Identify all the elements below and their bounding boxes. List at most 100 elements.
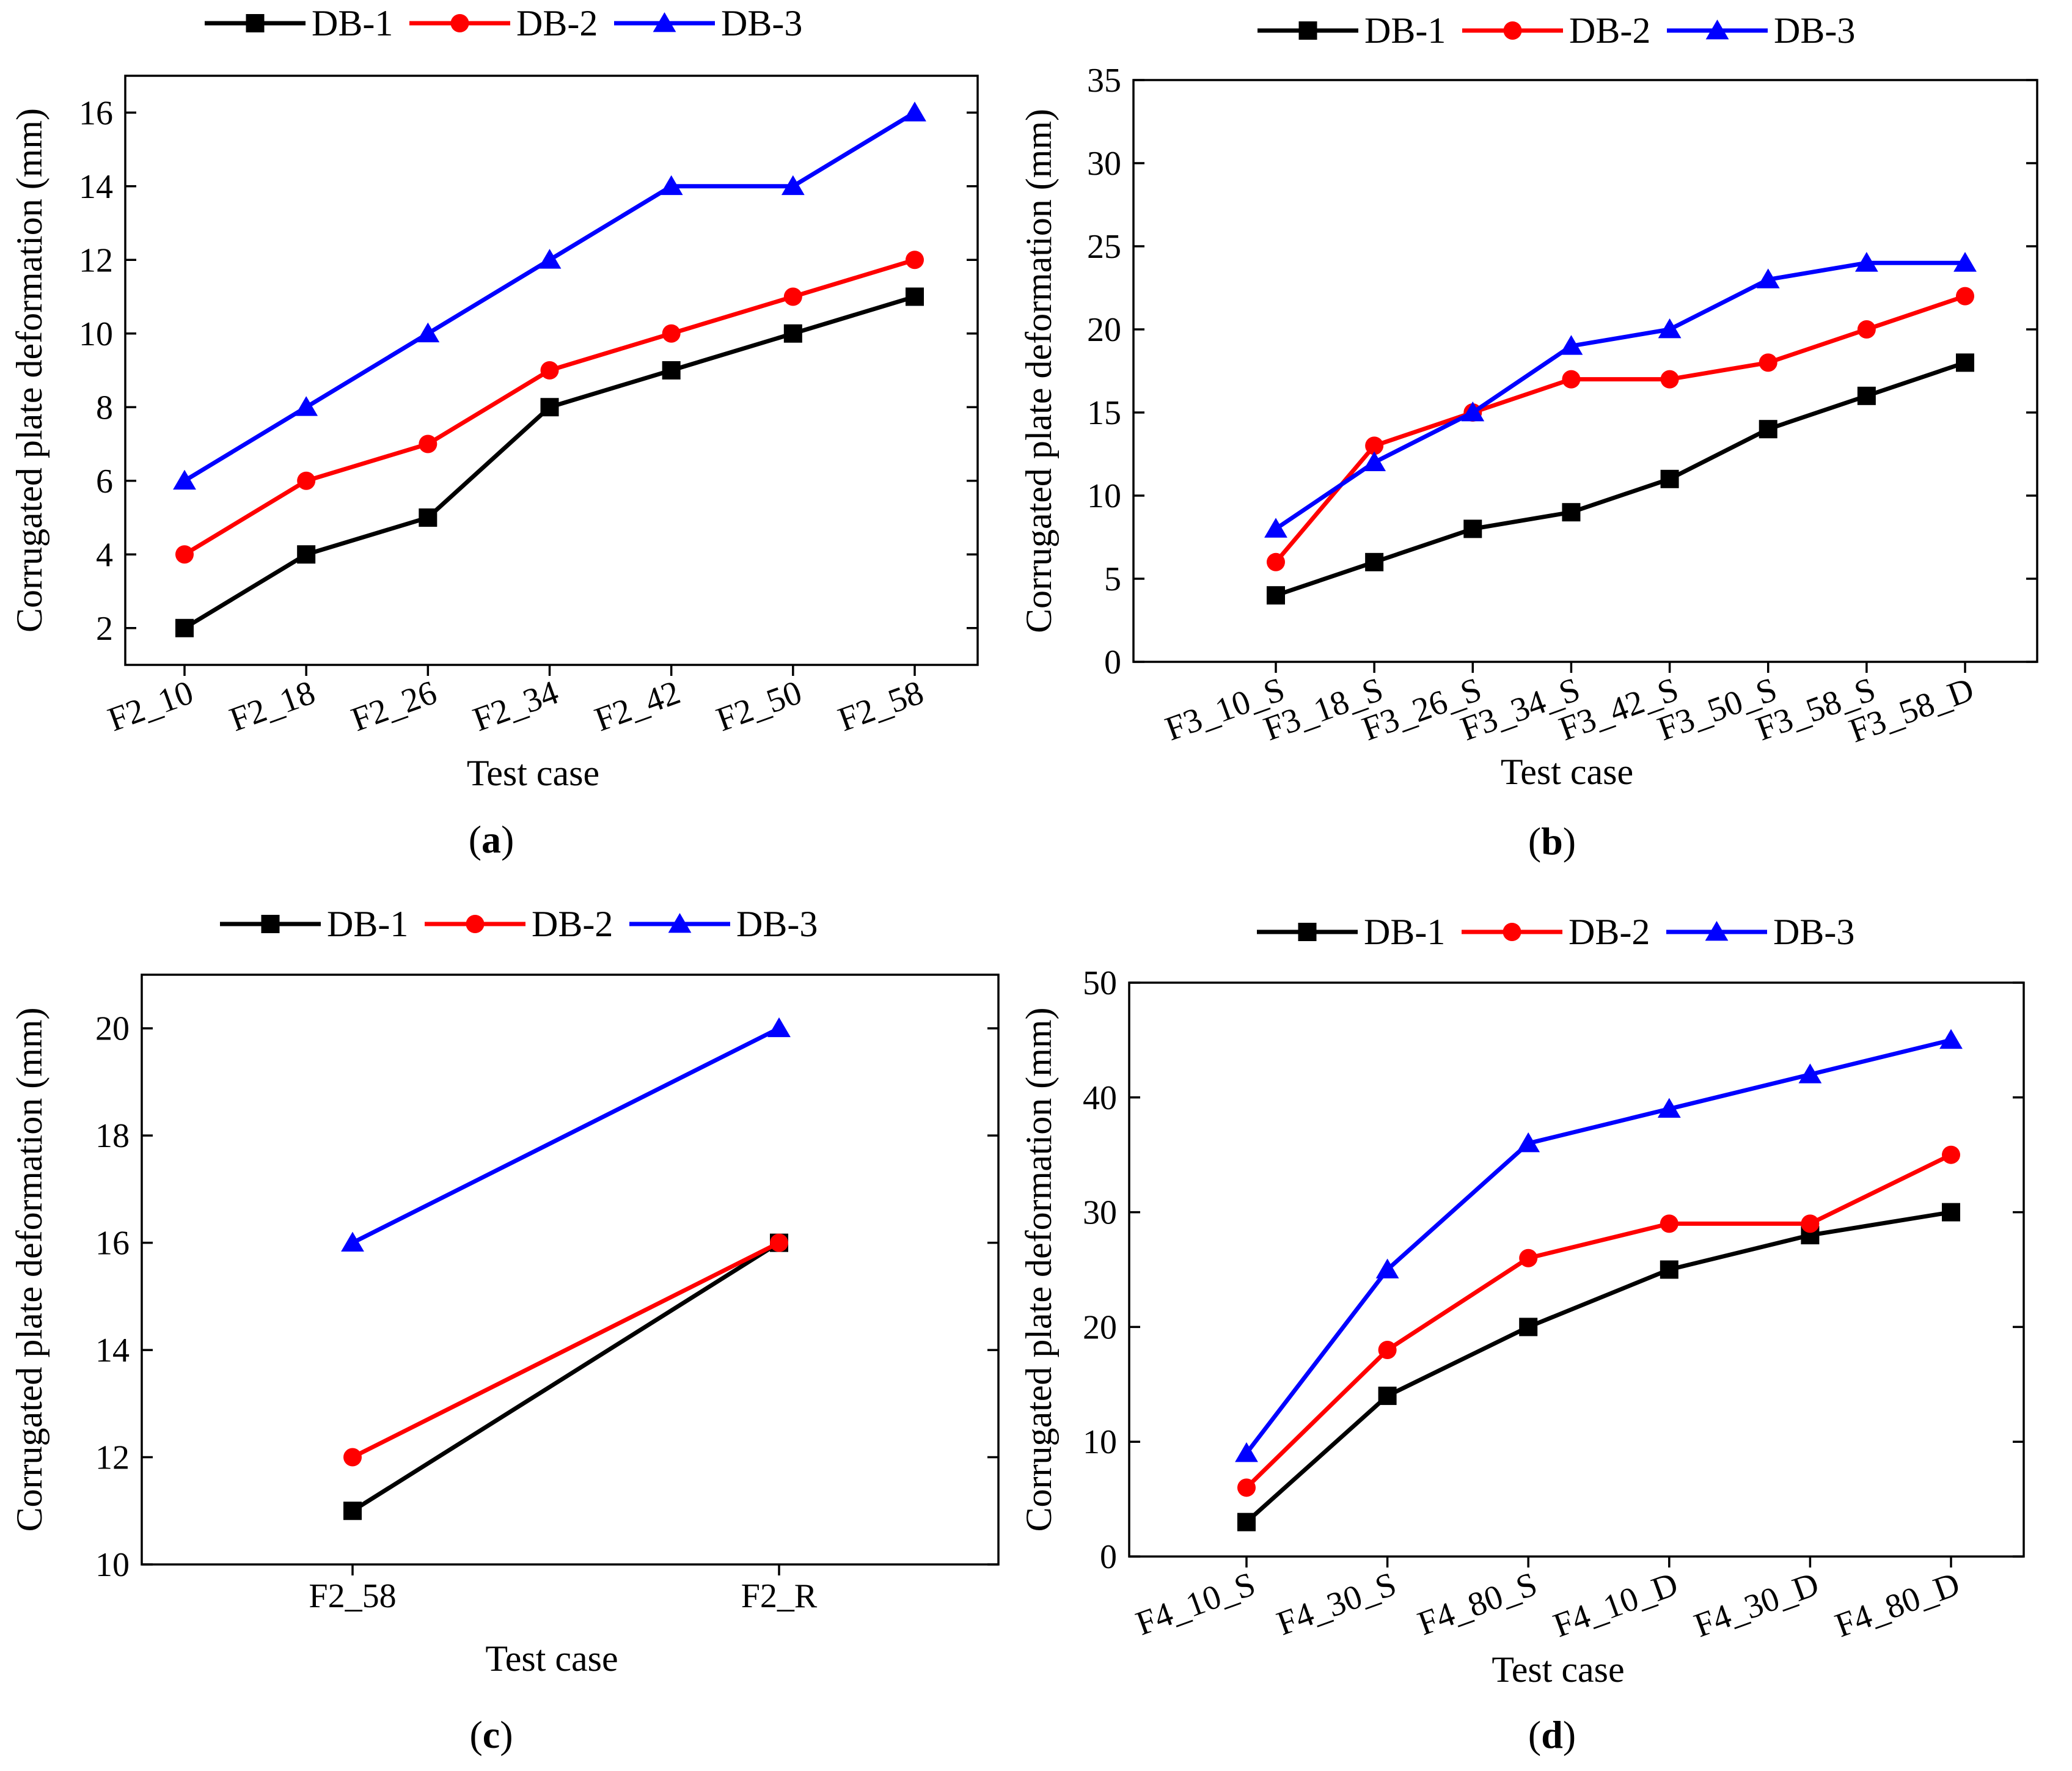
legend-marker <box>1705 921 1729 941</box>
series-db-3 <box>1264 252 1977 538</box>
x-axis-title: Test case <box>1492 1649 1624 1690</box>
data-point <box>1956 287 1974 306</box>
panel-label: (b) <box>1528 820 1576 863</box>
data-point <box>1562 503 1581 522</box>
data-point <box>1378 1387 1397 1406</box>
data-point <box>1658 318 1682 339</box>
data-point <box>783 324 802 343</box>
data-point <box>540 361 559 380</box>
panel-letter: b <box>1541 820 1563 863</box>
data-point <box>1857 320 1876 339</box>
data-point <box>175 545 194 564</box>
legend-marker <box>1298 923 1317 941</box>
x-tick-label: F4_10_S <box>1131 1565 1260 1643</box>
data-point <box>419 508 437 527</box>
legend-marker <box>1503 21 1522 40</box>
series-line <box>1273 294 1968 565</box>
data-point <box>1264 518 1287 538</box>
data-point <box>1956 353 1974 372</box>
legend-marker <box>261 915 280 933</box>
legend-label: DB-1 <box>327 904 408 944</box>
data-point <box>1939 1028 1963 1049</box>
series-db-2 <box>175 251 924 564</box>
chart-c: 10 12 14 16 18 20 F2_58 F2_R DB-1 DB-2 DB-3 Test ca… <box>9 904 1000 1756</box>
data-point <box>1756 268 1780 288</box>
data-point <box>903 101 926 122</box>
data-point <box>1363 451 1386 471</box>
legend-marker <box>466 915 485 933</box>
legend-marker <box>246 14 265 32</box>
x-tick-label: F2_42 <box>590 673 685 739</box>
legend-marker <box>1298 21 1317 40</box>
x-tick-label: F2_18 <box>225 673 320 739</box>
data-point <box>1562 370 1581 389</box>
y-tick-label: 10 <box>1087 477 1121 515</box>
series-line <box>350 1241 782 1460</box>
y-tick-label: 0 <box>1104 644 1121 681</box>
data-point <box>906 287 924 306</box>
data-point <box>767 1017 791 1038</box>
data-point <box>343 1502 362 1520</box>
y-tick-label: 10 <box>95 1546 130 1584</box>
y-tick-label: 5 <box>1104 560 1121 598</box>
y-axis-title: Corrugated plate deformation (mm) <box>9 1007 49 1531</box>
data-point <box>540 398 559 417</box>
y-tick-label: 4 <box>96 536 113 574</box>
data-point <box>1942 1203 1960 1222</box>
series-line <box>1244 1153 1953 1490</box>
legend-marker <box>668 913 692 933</box>
legend-marker <box>1705 20 1729 40</box>
data-point <box>1267 552 1285 571</box>
legend-marker <box>450 14 469 32</box>
data-point <box>1657 1098 1681 1118</box>
y-tick-label: 8 <box>96 389 113 427</box>
legend-label: DB-1 <box>312 3 393 43</box>
data-point <box>173 469 196 490</box>
plot-frame <box>1132 79 2038 663</box>
data-point <box>1854 252 1878 272</box>
data-point <box>538 249 562 269</box>
x-axis-title: Test case <box>485 1638 618 1679</box>
data-point <box>297 471 316 490</box>
x-tick-label: F4_80_D <box>1830 1565 1964 1645</box>
legend: DB-1 DB-2 DB-3 <box>220 904 818 944</box>
y-tick-label: 0 <box>1100 1538 1117 1576</box>
data-point <box>1798 1063 1822 1084</box>
y-tick-label: 30 <box>1083 1194 1117 1232</box>
y-tick-label: 6 <box>96 463 113 501</box>
data-point <box>1267 586 1285 605</box>
series-line <box>1244 1038 1953 1456</box>
data-point <box>341 1231 364 1252</box>
y-tick-label: 12 <box>79 241 113 279</box>
data-point <box>1375 1258 1399 1278</box>
legend-label: DB-3 <box>1774 10 1855 51</box>
data-point <box>1759 353 1777 372</box>
panel-letter: a <box>481 818 501 861</box>
data-point <box>416 322 440 343</box>
x-tick-label: F2_R <box>741 1577 818 1615</box>
panel-letter: d <box>1541 1713 1563 1756</box>
data-point <box>1519 1248 1538 1267</box>
data-point <box>1801 1214 1820 1233</box>
chart-a: 2 4 6 8 10 12 14 16 F2_10 F2_18 F2_26 F2_34 F2_42 F2_… <box>9 3 979 861</box>
x-axis-title: Test case <box>1501 752 1633 792</box>
legend: DB-1 DB-2 DB-3 <box>1257 10 1855 51</box>
series-line <box>182 295 917 631</box>
data-point <box>1942 1145 1960 1164</box>
data-point <box>1660 1214 1678 1233</box>
panel-label: (a) <box>469 818 514 861</box>
data-point <box>1237 1513 1256 1531</box>
y-tick-label: 16 <box>79 94 113 132</box>
x-tick-label: F4_80_S <box>1413 1565 1542 1643</box>
series-db-3 <box>173 101 926 490</box>
series-db-1 <box>1267 353 1974 605</box>
legend-marker <box>653 12 676 32</box>
data-point <box>1660 370 1679 389</box>
data-point <box>1235 1442 1258 1462</box>
y-tick-label: 10 <box>79 315 113 353</box>
series-line <box>350 1241 782 1513</box>
data-point <box>1461 402 1485 422</box>
y-tick-label: 12 <box>95 1439 130 1477</box>
